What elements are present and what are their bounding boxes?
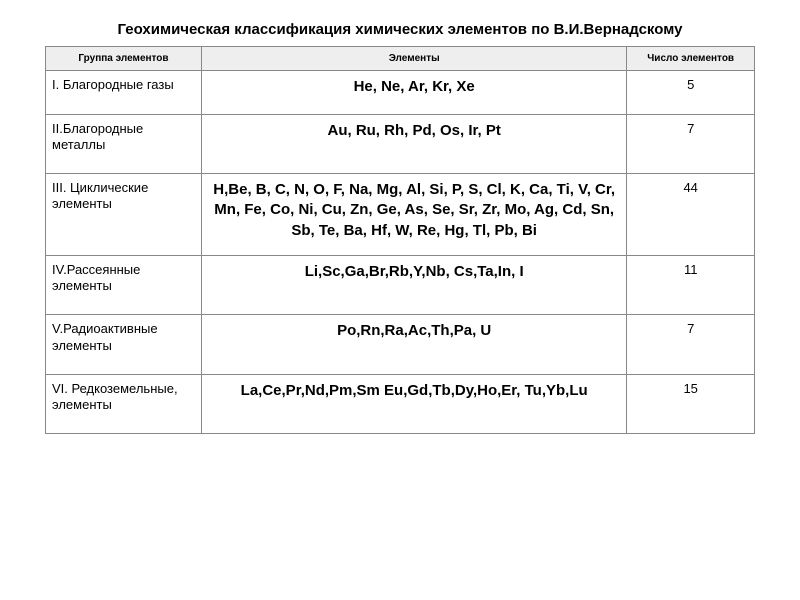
col-header-count: Число элементов	[627, 47, 755, 71]
cell-group: VI. Редкоземельные, элементы	[46, 374, 202, 434]
cell-count: 7	[627, 315, 755, 375]
cell-group: IV.Рассеянные элементы	[46, 255, 202, 315]
cell-elements: Au, Ru, Rh, Pd, Os, Ir, Pt	[201, 114, 626, 174]
classification-table: Группа элементов Элементы Число элементо…	[45, 46, 755, 434]
cell-count: 7	[627, 114, 755, 174]
cell-elements: H,Be, B, C, N, O, F, Na, Mg, Al, Si, P, …	[201, 174, 626, 256]
cell-group: II.Благородные металлы	[46, 114, 202, 174]
cell-elements: La,Ce,Pr,Nd,Pm,Sm Eu,Gd,Tb,Dy,Ho,Er, Tu,…	[201, 374, 626, 434]
cell-elements: Po,Rn,Ra,Ac,Th,Pa, U	[201, 315, 626, 375]
table-row: II.Благородные металлы Au, Ru, Rh, Pd, O…	[46, 114, 755, 174]
cell-count: 44	[627, 174, 755, 256]
cell-elements: He, Ne, Ar, Kr, Xe	[201, 71, 626, 114]
cell-elements: Li,Sc,Ga,Br,Rb,Y,Nb, Cs,Ta,In, I	[201, 255, 626, 315]
cell-group: I. Благородные газы	[46, 71, 202, 114]
cell-group: V.Радиоактивные элементы	[46, 315, 202, 375]
table-row: IV.Рассеянные элементы Li,Sc,Ga,Br,Rb,Y,…	[46, 255, 755, 315]
table-header-row: Группа элементов Элементы Число элементо…	[46, 47, 755, 71]
col-header-group: Группа элементов	[46, 47, 202, 71]
table-row: III. Циклические элементы H,Be, B, C, N,…	[46, 174, 755, 256]
cell-count: 11	[627, 255, 755, 315]
cell-count: 15	[627, 374, 755, 434]
table-row: I. Благородные газы He, Ne, Ar, Kr, Xe 5	[46, 71, 755, 114]
cell-group: III. Циклические элементы	[46, 174, 202, 256]
page-title: Геохимическая классификация химических э…	[45, 20, 755, 40]
col-header-elements: Элементы	[201, 47, 626, 71]
cell-count: 5	[627, 71, 755, 114]
table-row: VI. Редкоземельные, элементы La,Ce,Pr,Nd…	[46, 374, 755, 434]
table-row: V.Радиоактивные элементы Po,Rn,Ra,Ac,Th,…	[46, 315, 755, 375]
